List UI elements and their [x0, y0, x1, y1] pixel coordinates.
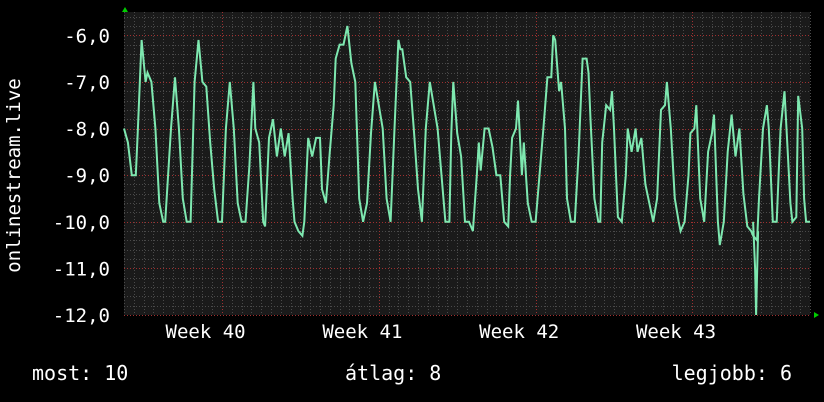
y-tick-label: -6,0 — [64, 25, 110, 47]
x-tick-label: Week 41 — [322, 321, 402, 343]
stat-average-value: 8 — [429, 361, 442, 385]
stat-best-label: legjobb: — [671, 361, 768, 385]
stat-average-label: átlag: — [345, 361, 418, 385]
x-tick-label: Week 40 — [166, 321, 246, 343]
series-line — [123, 25, 810, 246]
y-tick-label: -9,0 — [64, 165, 110, 187]
x-tick-label: Week 42 — [479, 321, 559, 343]
y-tick-label: -11,0 — [53, 258, 110, 280]
y-tick-label: -8,0 — [64, 119, 110, 141]
y-tick-label: -7,0 — [64, 72, 110, 94]
x-axis-arrow — [814, 312, 819, 318]
stats-bar: most: 10 átlag: 8 legjobb: 6 — [0, 361, 824, 391]
stat-best: legjobb: 6 — [672, 361, 792, 385]
y-tick-label: -12,0 — [53, 305, 110, 327]
y-axis-arrow — [122, 7, 128, 12]
stat-now-value: 10 — [104, 361, 129, 385]
y-axis-label: onlinestream.live — [3, 78, 25, 272]
x-tick-label: Week 43 — [636, 321, 716, 343]
y-tick-label: -10,0 — [53, 212, 110, 234]
stat-average: átlag: 8 — [345, 361, 441, 385]
stat-best-value: 6 — [779, 361, 792, 385]
series-spike — [752, 221, 760, 316]
stat-now: most: 10 — [32, 361, 128, 385]
stat-now-label: most: — [32, 361, 93, 385]
